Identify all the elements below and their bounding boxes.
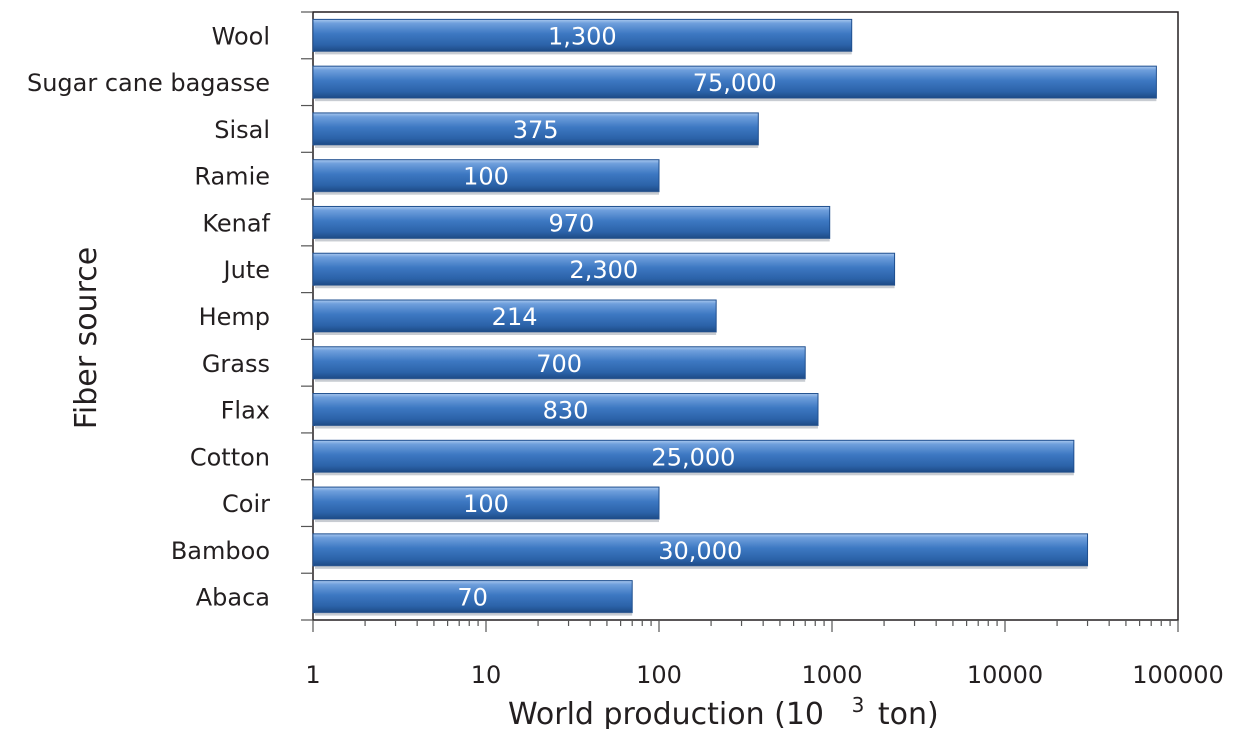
bar-shadow (315, 472, 1074, 476)
x-tick-label: 100 (636, 661, 682, 689)
bar-flax (312, 393, 819, 427)
x-tick-label: 100000 (1132, 661, 1224, 689)
data-label: 375 (513, 116, 559, 144)
bar-kenaf (312, 205, 831, 239)
bar-coir (312, 486, 660, 520)
category-label: Sugar cane bagasse (27, 69, 270, 97)
category-label: Bamboo (171, 537, 270, 565)
data-label: 30,000 (658, 537, 742, 565)
data-label: 70 (457, 584, 488, 612)
x-axis-title-main: World production (10 (508, 697, 824, 729)
data-label: 100 (463, 490, 509, 518)
bar-shadow (315, 519, 659, 523)
bar-shadow (315, 332, 717, 335)
x-axis-title: World production (10 3 ton) (508, 685, 939, 729)
x-tick-label: 10000 (967, 661, 1043, 689)
category-label: Cotton (190, 443, 270, 471)
y-axis-title: Fiber source (69, 247, 104, 429)
bar-sugar-cane-bagasse (312, 65, 1157, 99)
data-label: 25,000 (651, 443, 735, 471)
category-label: Wool (212, 22, 270, 50)
bar-wool (312, 18, 853, 52)
bar-abaca (312, 580, 633, 614)
data-label: 700 (536, 350, 582, 378)
bar-shadow (315, 425, 819, 429)
x-tick-label: 10 (471, 661, 502, 689)
bar-hemp (312, 299, 717, 333)
data-label: 2,300 (569, 256, 638, 284)
bar-shadow (315, 98, 1157, 102)
x-tick-label: 1 (305, 661, 320, 689)
bar-ramie (312, 159, 660, 193)
data-labels: 1,30075,0003751009702,30021470083025,000… (457, 22, 776, 611)
bar-shadow (315, 378, 806, 382)
bar-shadow (315, 565, 1088, 569)
x-axis-title-unit: ton) (878, 697, 939, 729)
category-label: Sisal (214, 116, 270, 144)
x-tick-label: 1000 (801, 661, 862, 689)
bar-shadow (315, 144, 759, 148)
category-label: Grass (202, 350, 270, 378)
bar-shadow (315, 612, 633, 616)
bar-shadow (315, 191, 659, 195)
category-label: Jute (222, 256, 270, 284)
category-label: Kenaf (202, 209, 270, 237)
bar-cotton (312, 439, 1075, 473)
bar-grass (312, 346, 806, 380)
category-label: Abaca (196, 584, 270, 612)
bars (312, 18, 1157, 616)
data-label: 970 (548, 209, 594, 237)
category-label: Ramie (194, 163, 270, 191)
category-labels: Wool Sugar cane bagasse Sisal Ramie Kenaf Jut… (27, 22, 271, 611)
category-label: Hemp (199, 303, 270, 331)
data-label: 100 (463, 163, 509, 191)
bar-bamboo (312, 533, 1089, 567)
bar-shadow (315, 238, 830, 242)
data-label: 1,300 (548, 22, 617, 50)
x-axis: 1 10 100 1000 10000 100000 (305, 620, 1224, 689)
data-label: 830 (543, 397, 589, 425)
bar-shadow (315, 51, 852, 55)
data-label: 214 (492, 303, 538, 331)
x-axis-title-sup: 3 (852, 693, 865, 717)
bar-sisal (312, 112, 759, 146)
data-label: 75,000 (693, 69, 777, 97)
category-label: Coir (222, 490, 270, 518)
bar-shadow (315, 285, 895, 289)
category-label: Flax (221, 397, 270, 425)
bar-jute (312, 252, 896, 286)
